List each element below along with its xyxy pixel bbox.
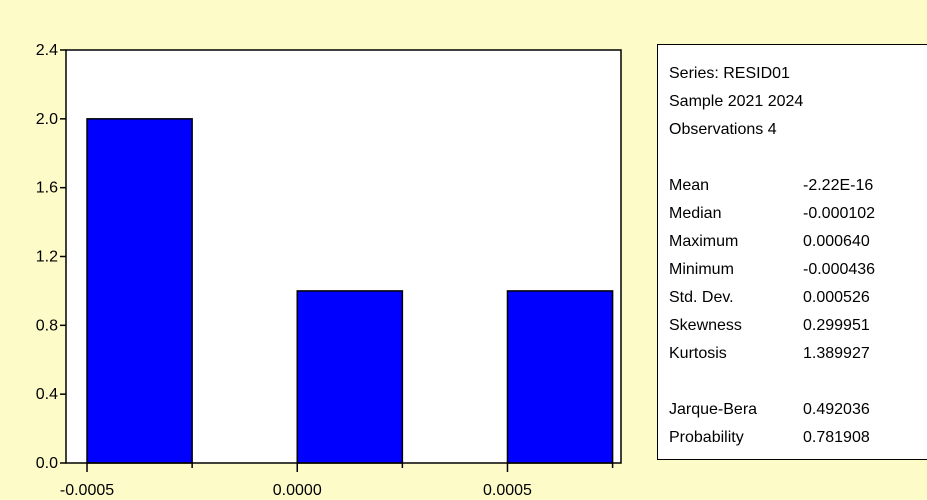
x-tick-label: 0.0005 bbox=[483, 482, 532, 499]
stat-label: Skewness bbox=[669, 317, 742, 334]
stat-label: Minimum bbox=[669, 261, 734, 278]
series-name-line: Series: RESID01 bbox=[669, 65, 790, 82]
y-tick-label: 1.2 bbox=[36, 249, 58, 266]
sample-range-line: Sample 2021 2024 bbox=[669, 93, 804, 110]
stat-label: Maximum bbox=[669, 233, 739, 250]
stat-value: 0.492036 bbox=[803, 401, 870, 418]
stat-value: -2.22E-16 bbox=[803, 177, 874, 194]
stat-label: Mean bbox=[669, 177, 710, 194]
y-tick-label: 2.0 bbox=[36, 111, 58, 128]
observations-line: Observations 4 bbox=[669, 121, 777, 138]
histogram-bar bbox=[86, 118, 193, 464]
stat-label: Median bbox=[669, 205, 722, 222]
histogram-bar bbox=[506, 290, 614, 464]
stat-value: 0.781908 bbox=[803, 429, 870, 446]
stat-label: Kurtosis bbox=[669, 345, 727, 362]
stat-value: 0.299951 bbox=[803, 317, 870, 334]
stat-value: 0.000640 bbox=[803, 233, 870, 250]
stat-label: Std. Dev. bbox=[669, 289, 734, 306]
stat-value: -0.000436 bbox=[803, 261, 876, 278]
stat-value: -0.000102 bbox=[803, 205, 876, 222]
y-tick-label: 2.4 bbox=[36, 42, 58, 59]
stat-value: 0.000526 bbox=[803, 289, 870, 306]
descriptive-statistics-panel: Series: RESID01 Sample 2021 2024 Observa… bbox=[657, 44, 927, 460]
stat-label: Probability bbox=[669, 429, 744, 446]
x-tick-label: 0.0000 bbox=[273, 482, 322, 499]
y-tick-label: 0.0 bbox=[36, 455, 58, 472]
y-tick-label: 1.6 bbox=[36, 180, 58, 197]
y-tick-label: 0.4 bbox=[36, 386, 58, 403]
x-tick-label: -0.0005 bbox=[60, 482, 114, 499]
y-tick-label: 0.8 bbox=[36, 317, 58, 334]
histogram-bar bbox=[296, 290, 404, 464]
stat-label: Jarque-Bera bbox=[669, 401, 758, 418]
stat-value: 1.389927 bbox=[803, 345, 870, 362]
